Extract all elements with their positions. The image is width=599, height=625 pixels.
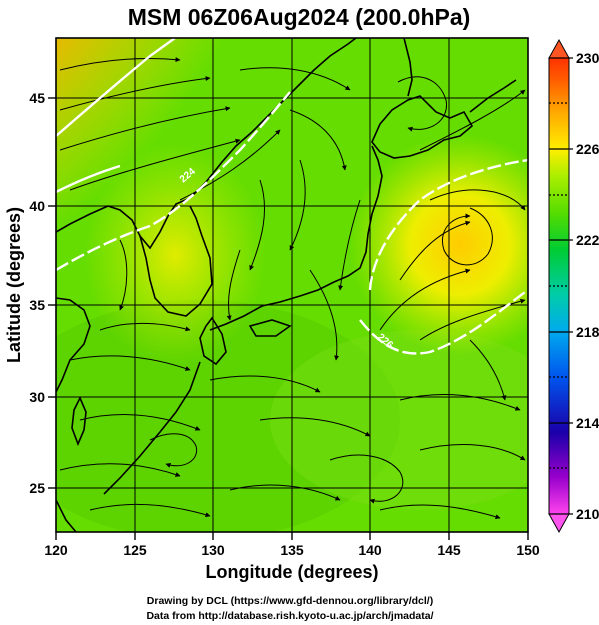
x-tick-label: 140 (358, 542, 382, 558)
x-tick-label: 130 (201, 542, 225, 558)
colorbar-tick-label: 222 (576, 232, 599, 248)
contour-lines (56, 38, 528, 355)
colorbar-min-arrow (548, 513, 570, 534)
x-tick-label: 135 (280, 542, 304, 558)
x-axis-title: Longitude (degrees) (205, 562, 378, 582)
coast-ryukyu (103, 361, 201, 495)
colorbar-tick-label: 230 (576, 50, 599, 66)
y-tick-label: 45 (29, 90, 45, 106)
x-tick-label: 150 (516, 542, 540, 558)
y-tick-label: 30 (29, 389, 45, 405)
field-hot-northwest (56, 38, 286, 298)
streamlines (59, 57, 526, 520)
map-title: MSM 06Z06Aug2024 (200.0hPa) (128, 4, 471, 30)
x-tick-label: 145 (437, 542, 461, 558)
x-tick-label: 125 (123, 542, 147, 558)
coast-luzon (56, 499, 77, 532)
coast-korea (139, 205, 213, 317)
y-tick-label: 25 (29, 480, 45, 496)
credit-data-source: Data from http://database.rish.kyoto-u.a… (146, 610, 433, 622)
colorbar: 230 226 222 218 214 210 (548, 38, 599, 534)
colorbar-tick-label: 226 (576, 141, 599, 157)
coast-kyushu (199, 316, 227, 366)
y-tick-label: 40 (29, 198, 45, 214)
map-plot-area: 224 226 (56, 38, 528, 532)
contour-224-northwest (56, 91, 291, 272)
contour-224-east-lower (359, 289, 528, 355)
coast-sakhalin (403, 38, 413, 97)
y-axis-title: Latitude (degrees) (4, 207, 24, 363)
colorbar-ticks (549, 57, 573, 515)
y-tick-label: 35 (29, 297, 45, 313)
contour-226-northwest (56, 38, 176, 137)
contour-226-west (56, 164, 121, 194)
contour-224-east-upper (368, 158, 528, 291)
tick-marks (48, 97, 529, 540)
field-mid-southeast (270, 330, 528, 510)
coast-kurils (469, 79, 517, 113)
x-tick-label: 120 (44, 542, 68, 558)
colorbar-max-arrow (548, 38, 570, 59)
coast-hokkaido (371, 95, 474, 159)
colorbar-tick-label: 218 (576, 324, 599, 340)
coastlines (56, 38, 517, 532)
coast-shikoku (248, 319, 292, 337)
credit-drawing: Drawing by DCL (https://www.gfd-dennou.o… (147, 595, 433, 607)
colorbar-tick-label: 214 (576, 415, 599, 431)
coast-china-east (56, 297, 91, 393)
colorbar-tick-label: 210 (576, 506, 599, 522)
coast-taiwan (71, 396, 87, 447)
coast-honshu (209, 145, 383, 331)
